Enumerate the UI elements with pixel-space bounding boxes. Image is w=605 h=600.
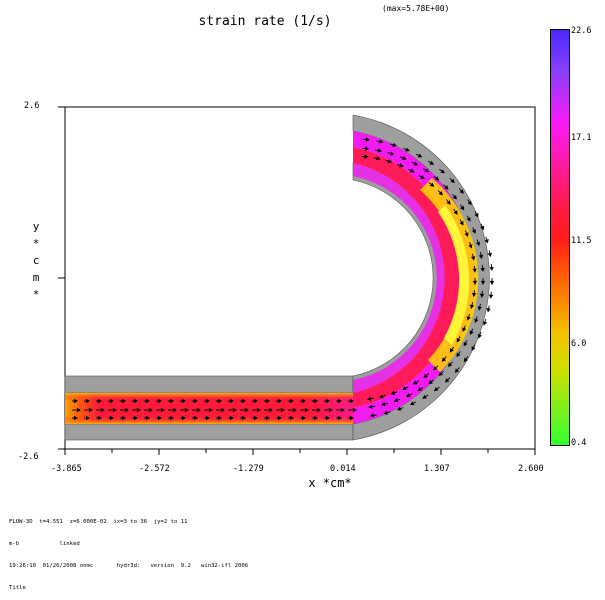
colorbar-label-max: 22.6 <box>571 26 591 36</box>
wall-geometry <box>65 115 489 440</box>
colorbar-label-3: 11.5 <box>571 236 591 246</box>
lower-wall-top <box>65 376 353 393</box>
x-tick-label-5: 1.307 <box>424 464 450 474</box>
y-tick-label-min: -2.6 <box>18 452 38 462</box>
footer-line-1: FLOW-3D t=4.551 z=6.000E-02 ix=3 to 36 j… <box>9 519 248 526</box>
velocity-vector-147 <box>490 264 493 270</box>
x-tick-label-4: 0.014 <box>330 464 356 474</box>
velocity-vector-148 <box>491 278 494 284</box>
footer-line-4: Title <box>9 585 248 592</box>
velocity-vector-145 <box>485 237 488 243</box>
colorbar-label-2: 17.1 <box>571 133 591 143</box>
footer-line-3: 19:26:10 01/26/2008 onmc hydr3d: version… <box>9 563 248 570</box>
run-info-footer: FLOW-3D t=4.551 z=6.000E-02 ix=3 to 36 j… <box>9 504 248 600</box>
plot-area <box>0 0 605 537</box>
colorbar-label-4: 6.0 <box>571 339 586 349</box>
x-tick-label-3: -1.279 <box>233 464 264 474</box>
x-axis-label: x *cm* <box>230 476 430 490</box>
velocity-vector-149 <box>490 292 493 298</box>
chart-title: strain rate (1/s) <box>0 14 530 29</box>
x-tick-label-6: 2.600 <box>518 464 544 474</box>
footer-line-2: m-b linked <box>9 541 248 548</box>
colorbar-label-min: 0.4 <box>571 438 586 448</box>
colorbar <box>550 29 570 446</box>
lower-wall-bottom <box>65 424 353 440</box>
y-tick-label-max: 2.6 <box>24 101 39 111</box>
velocity-vector-146 <box>488 250 491 256</box>
vector-max-label: (max=5.78E+00) <box>382 4 449 13</box>
x-tick-label-2: -2.572 <box>139 464 170 474</box>
velocity-vector-150 <box>487 306 490 312</box>
x-tick-label-1: -3.865 <box>51 464 82 474</box>
